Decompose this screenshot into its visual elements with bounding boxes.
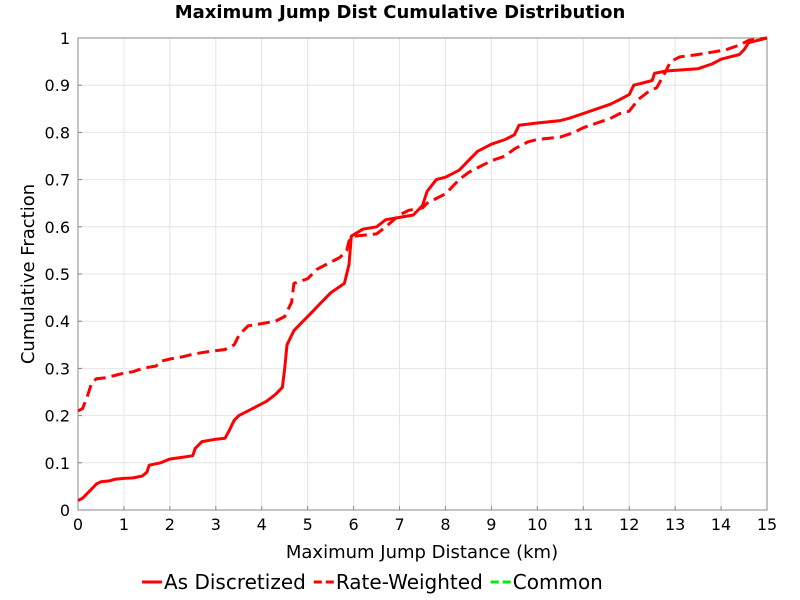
x-tick-label: 0 <box>73 515 83 534</box>
y-tick-label: 0.1 <box>45 454 70 473</box>
legend-item: Rate-Weighted <box>313 570 483 594</box>
legend: As Discretized Rate-Weighted Common <box>142 570 603 594</box>
series-lines <box>77 36 768 502</box>
y-tick-label: 0.2 <box>45 407 70 426</box>
x-tick-label: 15 <box>757 515 777 534</box>
legend-label: Common <box>513 570 603 594</box>
x-axis-label: Maximum Jump Distance (km) <box>286 542 558 563</box>
y-tick-label: 1 <box>60 29 70 48</box>
x-tick-label: 12 <box>619 515 639 534</box>
chart-title: Maximum Jump Dist Cumulative Distributio… <box>174 2 626 23</box>
legend-label: As Discretized <box>164 570 306 594</box>
y-tick-label: 0.5 <box>45 265 70 284</box>
series-line-rate-weighted <box>77 36 768 413</box>
y-tick-label: 0 <box>60 501 70 520</box>
x-tick-label: 4 <box>257 515 267 534</box>
x-tick-label: 6 <box>349 515 359 534</box>
x-tick-label: 14 <box>711 515 731 534</box>
y-tick-label: 0.7 <box>45 171 70 190</box>
grid <box>77 37 768 511</box>
x-tick-label: 9 <box>486 515 496 534</box>
x-tick-label: 5 <box>303 515 313 534</box>
x-tick-label: 7 <box>394 515 404 534</box>
x-tick-label: 3 <box>211 515 221 534</box>
y-tick-label: 0.6 <box>45 218 70 237</box>
y-tick-label: 0.9 <box>45 76 70 95</box>
legend-item: As Discretized <box>142 570 306 594</box>
x-tick-label: 2 <box>165 515 175 534</box>
y-tick-label: 0.3 <box>45 359 70 378</box>
x-tick-label: 10 <box>527 515 547 534</box>
legend-label: Rate-Weighted <box>336 570 483 594</box>
x-tick-label: 13 <box>665 515 685 534</box>
x-tick-label: 8 <box>440 515 450 534</box>
series-line-as-discretized <box>77 36 768 502</box>
y-tick-label: 0.8 <box>45 123 70 142</box>
x-tick-label: 1 <box>119 515 129 534</box>
y-tick-label: 0.4 <box>45 312 70 331</box>
legend-item: Common <box>490 570 603 594</box>
y-axis-label: Cumulative Fraction <box>18 184 39 364</box>
axis-ticks: 0 1 2 3 4 5 6 7 8 9 10 11 12 13 14 1500.10.20.30.40.50.… <box>45 29 778 534</box>
x-tick-label: 11 <box>573 515 593 534</box>
